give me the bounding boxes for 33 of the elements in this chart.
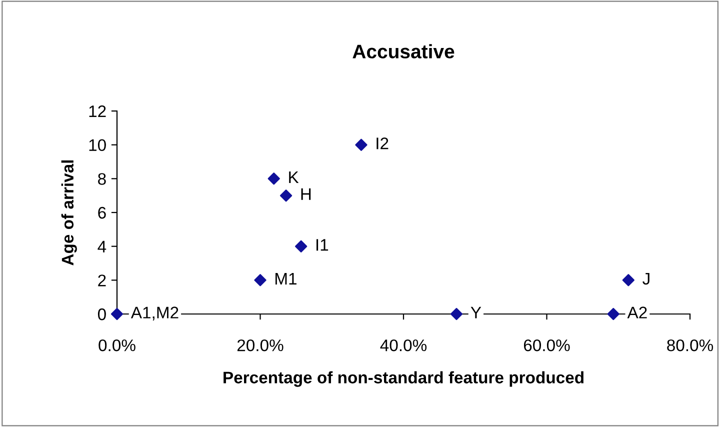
point (280, 190, 292, 202)
y-tick-label: 2 (98, 274, 106, 286)
y-tick-label: 12 (89, 105, 106, 118)
annotation: A1,M2 (130, 306, 178, 320)
annotation: A2 (627, 306, 647, 318)
x-tick-label: 60.0% (524, 339, 570, 352)
point (254, 274, 266, 286)
y-axis-title: Age of arrival (61, 160, 77, 266)
point (450, 308, 463, 320)
x-tick-label: 40.0% (380, 339, 427, 352)
x-tick-label: 0.0% (98, 339, 136, 352)
annotation: I1 (316, 239, 328, 251)
point (295, 240, 308, 252)
y-tick-label: 6 (98, 206, 106, 219)
annotation: Y (470, 306, 482, 318)
point (622, 274, 634, 286)
annotation: K (289, 172, 299, 183)
annotation: J (642, 273, 650, 285)
y-tick-label: 8 (98, 173, 106, 185)
annotation: I2 (376, 138, 388, 150)
x-tick-label: 80.0% (667, 339, 714, 352)
x-tick-label: 20.0% (237, 339, 284, 352)
chart-title: Accusative (352, 44, 454, 58)
annotation: M1 (276, 273, 296, 284)
y-tick-label: 4 (98, 240, 106, 252)
point (110, 308, 124, 320)
point (355, 138, 368, 151)
point (607, 308, 620, 320)
x-axis-title: Percentage of non-standard feature produced (224, 371, 584, 387)
annotation: H (301, 188, 311, 200)
point (268, 172, 280, 185)
y-tick-label: 10 (89, 139, 106, 152)
y-tick-label: 0 (98, 308, 106, 320)
